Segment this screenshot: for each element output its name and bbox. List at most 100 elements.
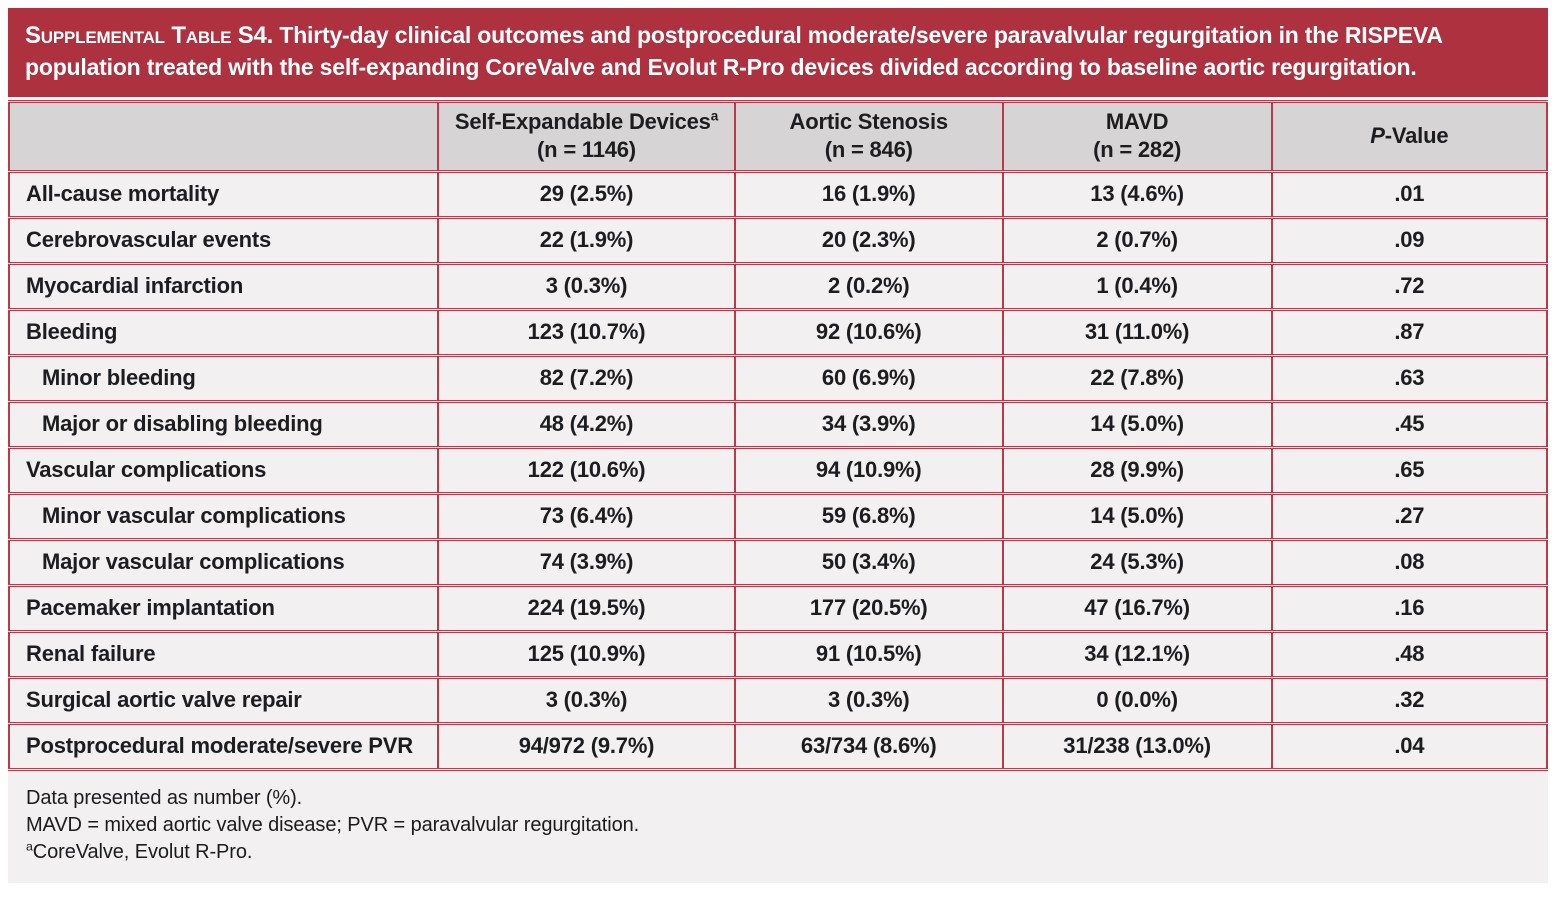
footnote-superscript: a [26, 839, 33, 854]
value-cell: 125 (10.9%) [437, 629, 736, 679]
value-cell: 224 (19.5%) [437, 583, 736, 633]
value-cell: 3 (0.3%) [733, 675, 1004, 725]
column-title: Aortic Stenosis [789, 108, 949, 134]
table-row: Major vascular complications 74 (3.9%) 5… [7, 537, 1549, 587]
value-cell: 24 (5.3%) [1001, 537, 1273, 587]
p-value-cell: .65 [1270, 445, 1549, 495]
footnote-line: MAVD = mixed aortic valve disease; PVR =… [26, 812, 1530, 839]
value-cell: 123 (10.7%) [437, 307, 736, 357]
column-title: Self-Expandable Devices [454, 108, 711, 134]
table-row: Myocardial infarction 3 (0.3%) 2 (0.2%) … [7, 261, 1549, 311]
header-cell-p-value: P-Value [1270, 99, 1549, 173]
value-cell: 22 (7.8%) [1001, 353, 1273, 403]
table-row: Bleeding 123 (10.7%) 92 (10.6%) 31 (11.0… [7, 307, 1549, 357]
row-label-cell: Bleeding [7, 307, 440, 357]
footnote-line: Data presented as number (%). [26, 785, 1530, 812]
page: Supplemental Table S4. Thirty-day clinic… [7, 8, 1549, 884]
value-cell: 63/734 (8.6%) [733, 721, 1004, 771]
header-cell-mavd: MAVD (n = 282) [1001, 99, 1273, 173]
value-cell: 2 (0.7%) [1001, 215, 1273, 265]
p-value-cell: .32 [1270, 675, 1549, 725]
value-cell: 94/972 (9.7%) [437, 721, 736, 771]
footnote-text: MAVD = mixed aortic valve disease; PVR =… [26, 814, 640, 837]
value-cell: 82 (7.2%) [437, 353, 736, 403]
header-cell-aortic-stenosis: Aortic Stenosis (n = 846) [733, 99, 1004, 173]
column-title: -Value [1384, 123, 1449, 149]
value-cell: 22 (1.9%) [437, 215, 736, 265]
value-cell: 29 (2.5%) [437, 169, 736, 219]
table-row: Postprocedural moderate/severe PVR 94/97… [7, 721, 1549, 771]
value-cell: 14 (5.0%) [1001, 399, 1273, 449]
header-row: Self-Expandable Devicesa (n = 1146) Aorti… [7, 99, 1549, 173]
value-cell: 16 (1.9%) [733, 169, 1004, 219]
table-row: All-cause mortality 29 (2.5%) 16 (1.9%) … [7, 169, 1549, 219]
p-value-cell: .87 [1270, 307, 1549, 357]
header-cell-empty [7, 99, 440, 173]
outcomes-table: Self-Expandable Devicesa (n = 1146) Aorti… [7, 99, 1549, 771]
row-label-cell: Vascular complications [7, 445, 440, 495]
row-label-cell: Minor vascular complications [7, 491, 440, 541]
row-label-cell: Cerebrovascular events [7, 215, 440, 265]
row-label-cell: Postprocedural moderate/severe PVR [7, 721, 440, 771]
p-value-cell: .63 [1270, 353, 1549, 403]
table-row: Surgical aortic valve repair 3 (0.3%) 3 … [7, 675, 1549, 725]
p-value-cell: .04 [1270, 721, 1549, 771]
value-cell: 73 (6.4%) [437, 491, 736, 541]
column-title-italic: P [1370, 123, 1385, 149]
p-value-cell: .48 [1270, 629, 1549, 679]
value-cell: 3 (0.3%) [437, 261, 736, 311]
value-cell: 13 (4.6%) [1001, 169, 1273, 219]
table-title-text: Thirty-day clinical outcomes and postpro… [25, 22, 1442, 81]
column-n: (n = 282) [1093, 137, 1182, 163]
header-cell-self-expandable-devices: Self-Expandable Devicesa (n = 1146) [437, 99, 736, 173]
value-cell: 0 (0.0%) [1001, 675, 1273, 725]
column-title: MAVD [1105, 108, 1169, 134]
footnote-text: CoreValve, Evolut R-Pro. [32, 841, 253, 864]
table-row: Cerebrovascular events 22 (1.9%) 20 (2.3… [7, 215, 1549, 265]
footnote-line: aCoreValve, Evolut R-Pro. [26, 839, 1530, 866]
value-cell: 74 (3.9%) [437, 537, 736, 587]
table-row: Vascular complications 122 (10.6%) 94 (1… [7, 445, 1549, 495]
column-n: (n = 1146) [537, 137, 636, 163]
value-cell: 14 (5.0%) [1001, 491, 1273, 541]
table-container: Self-Expandable Devicesa (n = 1146) Aorti… [7, 99, 1549, 771]
row-label-cell: Minor bleeding [7, 353, 440, 403]
row-label-cell: Major or disabling bleeding [7, 399, 440, 449]
p-value-cell: .08 [1270, 537, 1549, 587]
column-n: (n = 846) [824, 137, 913, 163]
value-cell: 31/238 (13.0%) [1001, 721, 1273, 771]
p-value-cell: .09 [1270, 215, 1549, 265]
value-cell: 34 (12.1%) [1001, 629, 1273, 679]
value-cell: 1 (0.4%) [1001, 261, 1273, 311]
footnotes: Data presented as number (%). MAVD = mix… [8, 770, 1548, 884]
p-value-cell: .45 [1270, 399, 1549, 449]
table-row: Renal failure 125 (10.9%) 91 (10.5%) 34 … [7, 629, 1549, 679]
value-cell: 2 (0.2%) [733, 261, 1004, 311]
table-row: Major or disabling bleeding 48 (4.2%) 34… [7, 399, 1549, 449]
row-label-cell: Major vascular complications [7, 537, 440, 587]
p-value-cell: .16 [1270, 583, 1549, 633]
row-label-cell: All-cause mortality [7, 169, 440, 219]
value-cell: 94 (10.9%) [733, 445, 1004, 495]
column-superscript: a [710, 108, 719, 124]
table-row: Minor vascular complications 73 (6.4%) 5… [7, 491, 1549, 541]
p-value-cell: .27 [1270, 491, 1549, 541]
value-cell: 59 (6.8%) [733, 491, 1004, 541]
value-cell: 3 (0.3%) [437, 675, 736, 725]
value-cell: 50 (3.4%) [733, 537, 1004, 587]
row-label-cell: Surgical aortic valve repair [7, 675, 440, 725]
value-cell: 122 (10.6%) [437, 445, 736, 495]
value-cell: 92 (10.6%) [733, 307, 1004, 357]
table-row: Pacemaker implantation 224 (19.5%) 177 (… [7, 583, 1549, 633]
row-label-cell: Myocardial infarction [7, 261, 440, 311]
value-cell: 47 (16.7%) [1001, 583, 1273, 633]
row-label-cell: Renal failure [7, 629, 440, 679]
table-row: Minor bleeding 82 (7.2%) 60 (6.9%) 22 (7… [7, 353, 1549, 403]
value-cell: 34 (3.9%) [733, 399, 1004, 449]
supplemental-table-label: Supplemental Table S4. [25, 22, 274, 49]
footnote-text: Data presented as number (%). [26, 786, 303, 809]
row-label-cell: Pacemaker implantation [7, 583, 440, 633]
value-cell: 177 (20.5%) [733, 583, 1004, 633]
value-cell: 31 (11.0%) [1001, 307, 1273, 357]
p-value-cell: .72 [1270, 261, 1549, 311]
